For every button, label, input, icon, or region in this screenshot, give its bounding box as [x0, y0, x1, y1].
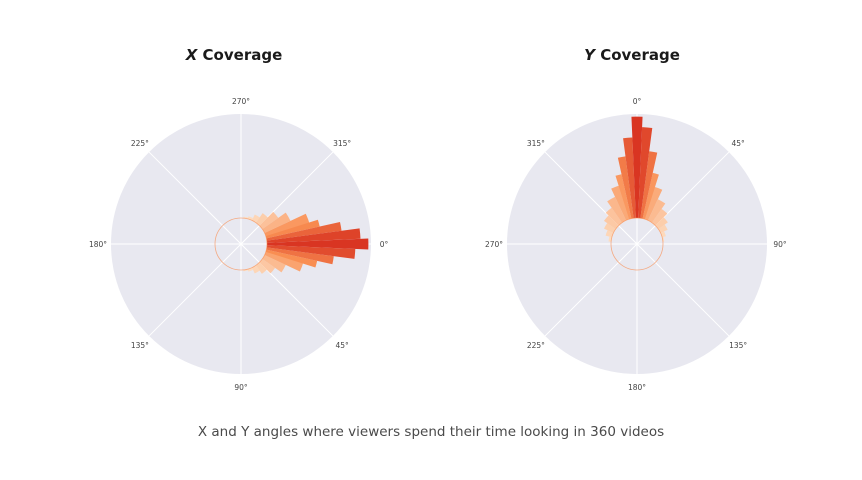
- polar-bar: [266, 222, 342, 241]
- polar-bar: [266, 247, 334, 265]
- polar-bar: [604, 223, 616, 234]
- polar-bar: [262, 212, 291, 234]
- angle-tick-label: 0°: [633, 97, 642, 106]
- angle-tick-label: 45°: [335, 341, 349, 350]
- polar-bar: [642, 172, 659, 220]
- radial-gridline: [636, 243, 730, 337]
- polar-bar: [623, 137, 636, 219]
- polar-bar: [658, 224, 668, 234]
- angle-tick-label: 315°: [527, 139, 545, 148]
- y-coverage-title: Y Coverage: [584, 46, 680, 64]
- polar-bar: [264, 250, 304, 272]
- angle-tick-label: 135°: [131, 341, 149, 350]
- radial-gridline: [148, 151, 242, 245]
- polar-bar: [640, 151, 658, 219]
- polar-bar: [265, 219, 320, 239]
- polar-bar: [615, 174, 632, 220]
- polar-bar: [255, 213, 268, 226]
- polar-bar: [264, 213, 311, 238]
- y-coverage-polar-chart: 0° 45° 90° 135° 180° 225° 270° 315°: [485, 97, 787, 392]
- figure-caption: X and Y angles where viewers spend their…: [197, 424, 665, 440]
- polar-bar: [262, 254, 286, 273]
- polar-bar: [255, 262, 267, 274]
- angle-tick-label: 45°: [731, 139, 745, 148]
- polar-bar: [247, 216, 254, 221]
- polar-bar: [605, 230, 614, 238]
- angle-tick-label: 90°: [234, 383, 248, 392]
- polar-bar: [611, 184, 631, 221]
- base-ring: [214, 217, 268, 271]
- polar-bar: [266, 228, 361, 243]
- radial-gridline: [636, 151, 730, 245]
- polar-bar: [266, 245, 356, 259]
- angle-tick-label: 90°: [773, 240, 787, 249]
- polar-bar: [265, 249, 318, 268]
- polar-bar: [607, 196, 627, 223]
- polar-bar: [631, 116, 643, 219]
- polar-bar: [605, 207, 623, 226]
- angle-tick-label: 135°: [729, 341, 747, 350]
- polar-bar: [266, 238, 369, 250]
- polar-bar: [647, 199, 666, 223]
- angle-tick-label: 180°: [89, 240, 107, 249]
- polar-bar: [655, 217, 668, 230]
- polar-bar: [251, 265, 260, 274]
- angle-tick-label: 315°: [333, 139, 351, 148]
- polar-bar: [638, 127, 653, 219]
- x-coverage-polar-chart: 0° 45° 90° 135° 180° 225° 270° 315°: [89, 97, 389, 392]
- radial-gridline: [544, 151, 638, 245]
- radial-gridline: [148, 243, 242, 337]
- angle-tick-label: 225°: [131, 139, 149, 148]
- polar-bar: [247, 267, 254, 272]
- polar-bar: [643, 186, 663, 221]
- angle-tick-label: 0°: [380, 240, 389, 249]
- polar-bar: [617, 156, 634, 219]
- radial-gridline: [544, 243, 638, 337]
- angle-tick-label: 270°: [232, 97, 250, 106]
- radial-gridline: [240, 243, 334, 337]
- angle-tick-label: 225°: [527, 341, 545, 350]
- angle-tick-label: 180°: [628, 383, 646, 392]
- radial-gridline: [240, 151, 334, 245]
- x-coverage-title: X Coverage: [185, 46, 283, 64]
- polar-bar: [651, 208, 668, 226]
- polar-bar: [251, 214, 260, 223]
- base-ring: [610, 217, 664, 271]
- polar-bar: [259, 211, 279, 230]
- polar-bar: [603, 215, 619, 230]
- polar-bar: [259, 258, 276, 274]
- angle-tick-label: 270°: [485, 240, 503, 249]
